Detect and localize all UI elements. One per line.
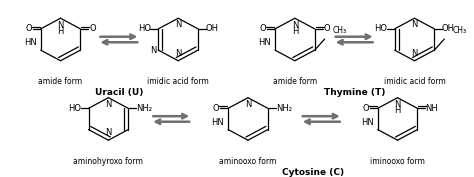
- Text: O: O: [323, 24, 330, 33]
- Text: imidic acid form: imidic acid form: [147, 77, 209, 86]
- Text: H: H: [57, 27, 64, 36]
- Text: Cytosine (C): Cytosine (C): [282, 168, 344, 177]
- Text: N: N: [411, 20, 418, 29]
- Text: N: N: [150, 46, 156, 55]
- Text: NH₂: NH₂: [136, 104, 152, 113]
- Text: iminooxo form: iminooxo form: [370, 157, 425, 166]
- Text: O: O: [363, 104, 369, 113]
- Text: OH: OH: [442, 24, 455, 33]
- Text: H: H: [394, 106, 401, 115]
- Text: N: N: [394, 99, 401, 109]
- Text: HN: HN: [24, 38, 36, 47]
- Text: N: N: [292, 21, 298, 30]
- Text: O: O: [89, 24, 96, 33]
- Text: Thymine (T): Thymine (T): [324, 88, 385, 98]
- Text: imidic acid form: imidic acid form: [383, 77, 446, 86]
- Text: HN: HN: [211, 118, 224, 127]
- Text: O: O: [213, 104, 219, 113]
- Text: O: O: [26, 24, 32, 33]
- Text: amide form: amide form: [38, 77, 82, 86]
- Text: NH₂: NH₂: [276, 104, 292, 113]
- Text: HO: HO: [138, 24, 151, 33]
- Text: N: N: [57, 21, 64, 30]
- Text: NH: NH: [425, 104, 438, 113]
- Text: N: N: [105, 129, 111, 137]
- Text: HO: HO: [374, 24, 387, 33]
- Text: N: N: [105, 99, 111, 109]
- Text: HN: HN: [361, 118, 374, 127]
- Text: CH₃: CH₃: [452, 26, 466, 35]
- Text: O: O: [260, 24, 266, 33]
- Text: Uracil (U): Uracil (U): [95, 88, 144, 98]
- Text: N: N: [245, 99, 251, 109]
- Text: HO: HO: [68, 104, 81, 113]
- Text: OH: OH: [206, 24, 219, 33]
- Text: N: N: [175, 20, 182, 29]
- Text: aminohyroxo form: aminohyroxo form: [73, 157, 143, 166]
- Text: H: H: [292, 27, 298, 36]
- Text: HN: HN: [258, 38, 271, 47]
- Text: N: N: [411, 49, 418, 58]
- Text: N: N: [175, 49, 182, 58]
- Text: aminooxo form: aminooxo form: [219, 157, 277, 166]
- Text: amide form: amide form: [273, 77, 317, 86]
- Text: CH₃: CH₃: [333, 26, 347, 35]
